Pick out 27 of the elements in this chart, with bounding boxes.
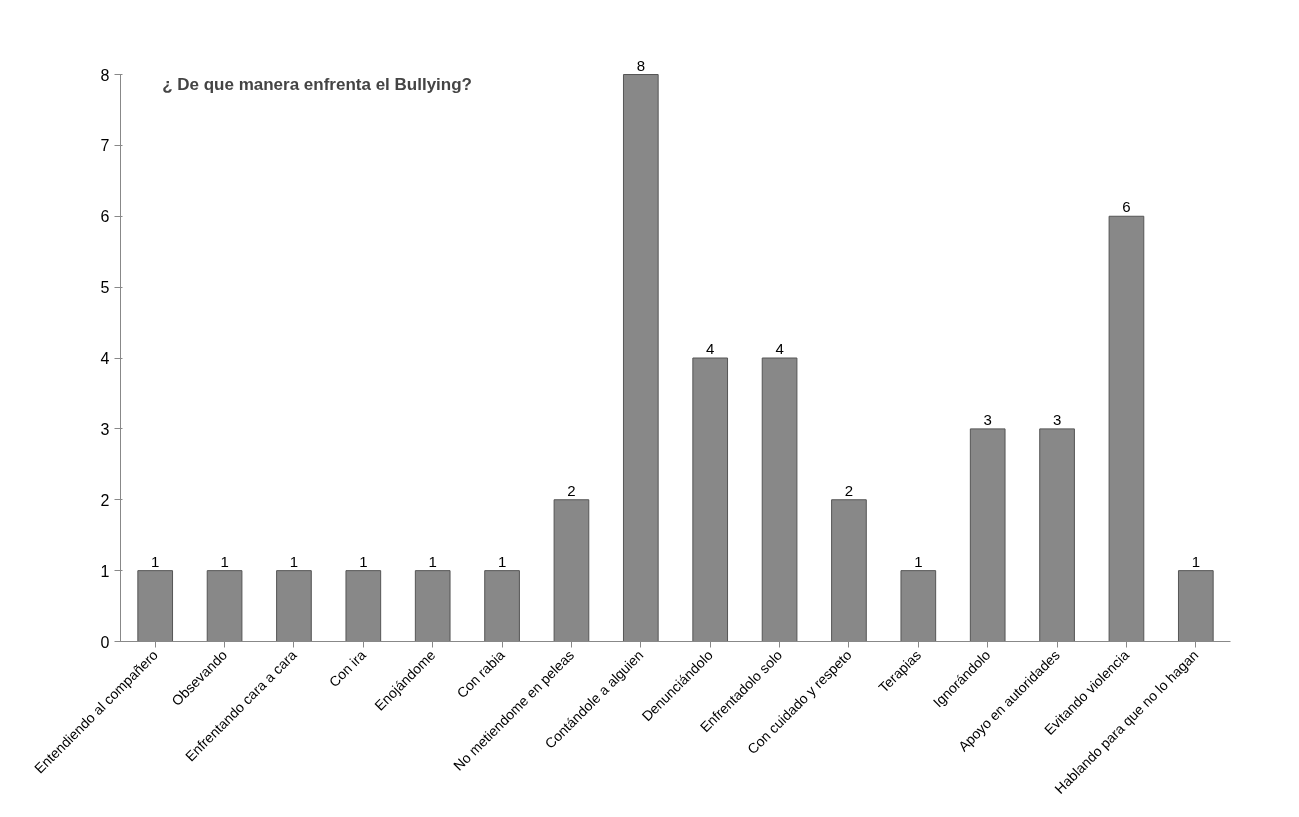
data-label: 6 <box>1122 198 1131 216</box>
data-label: 1 <box>497 552 507 570</box>
y-tick-label: 0 <box>100 633 110 651</box>
y-tick-label: 2 <box>100 491 110 509</box>
data-label: 3 <box>1052 410 1062 428</box>
chart-title: ¿ De que manera enfrenta el Bullying? <box>162 74 472 94</box>
data-label: 8 <box>636 56 645 74</box>
data-label: 1 <box>151 552 160 570</box>
data-label: 1 <box>359 552 368 570</box>
y-tick-label: 5 <box>100 279 110 297</box>
data-label: 3 <box>983 410 992 428</box>
data-label: 4 <box>706 340 715 358</box>
data-label: 1 <box>289 552 299 570</box>
data-label: 2 <box>844 481 854 499</box>
y-tick-label: 4 <box>100 350 110 368</box>
y-tick-label: 6 <box>100 208 110 226</box>
data-label: 1 <box>220 552 229 570</box>
data-label: 1 <box>914 552 923 570</box>
x-tick-label: Con ira <box>325 646 370 691</box>
y-tick-label: 8 <box>100 66 110 84</box>
y-tick-label: 3 <box>100 420 110 438</box>
y-tick-label: 7 <box>100 137 110 155</box>
data-label: 1 <box>428 552 437 570</box>
data-label: 2 <box>567 481 576 499</box>
data-label: 4 <box>775 340 784 358</box>
data-label: 1 <box>1191 552 1200 570</box>
y-tick-label: 1 <box>100 562 110 580</box>
